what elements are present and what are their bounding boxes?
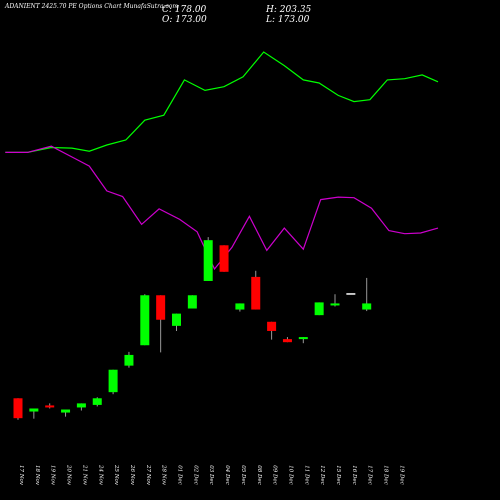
x-tick-label: 11 Dec bbox=[303, 465, 309, 485]
candle-body bbox=[13, 398, 23, 419]
candle bbox=[140, 294, 150, 346]
candle bbox=[251, 270, 261, 310]
candle-body bbox=[92, 398, 102, 405]
x-tick-label: 19 Dec bbox=[398, 465, 404, 485]
x-tick-label: 21 Nov bbox=[81, 464, 87, 486]
x-tick-label: 03 Dec bbox=[208, 465, 214, 485]
close-value: C: 178.00 bbox=[162, 5, 207, 15]
candle-body bbox=[235, 303, 245, 310]
candle-body bbox=[156, 295, 166, 320]
x-tick-label: 25 Nov bbox=[113, 464, 119, 486]
x-tick-label: 18 Dec bbox=[383, 465, 389, 485]
candle bbox=[156, 295, 166, 353]
x-tick-label: 05 Dec bbox=[240, 465, 246, 485]
candle bbox=[108, 369, 118, 395]
candle bbox=[92, 397, 102, 407]
candle bbox=[330, 294, 340, 307]
high-value: H: 203.35 bbox=[266, 5, 312, 15]
low-value: L: 173.00 bbox=[266, 15, 310, 25]
candle-body bbox=[124, 354, 134, 366]
candlesticks bbox=[13, 237, 372, 420]
candle bbox=[45, 403, 55, 409]
x-tick-label: 15 Dec bbox=[335, 465, 341, 485]
x-tick-label: 10 Dec bbox=[287, 465, 293, 485]
candle bbox=[61, 409, 71, 417]
candle-body bbox=[251, 276, 261, 310]
x-tick-label: 17 Dec bbox=[367, 465, 373, 485]
x-tick-label: 17 Nov bbox=[18, 465, 24, 486]
candle-body bbox=[203, 240, 213, 281]
candle bbox=[314, 302, 324, 316]
candle-body bbox=[29, 408, 39, 412]
chart-title: ADANIENT 2425.70 PE Options Chart Munafa… bbox=[5, 3, 179, 10]
candle-body bbox=[267, 321, 277, 331]
x-tick-label: 26 Nov bbox=[129, 464, 135, 486]
x-tick-label: 04 Dec bbox=[224, 465, 230, 485]
candle bbox=[298, 337, 308, 344]
x-tick-label: 27 Nov bbox=[145, 464, 151, 486]
candle bbox=[124, 351, 134, 368]
x-tick-label: 09 Dec bbox=[272, 465, 278, 485]
candle-body bbox=[346, 293, 356, 295]
candle bbox=[76, 403, 86, 411]
candle-body bbox=[61, 409, 71, 413]
x-tick-label: 28 Nov bbox=[161, 464, 167, 486]
candle bbox=[362, 277, 372, 312]
candle-body bbox=[140, 295, 150, 346]
candle-body bbox=[187, 295, 197, 309]
x-tick-label: 12 Dec bbox=[319, 465, 325, 485]
candle bbox=[29, 408, 39, 419]
x-tick-label: 01 Dec bbox=[177, 465, 183, 485]
candle bbox=[172, 313, 181, 331]
candle-body bbox=[219, 245, 229, 272]
x-tick-label: 08 Dec bbox=[256, 465, 262, 485]
indicator-lines bbox=[5, 51, 439, 271]
x-tick-label: 02 Dec bbox=[192, 465, 198, 485]
candle-body bbox=[298, 337, 308, 340]
candle-body bbox=[330, 303, 340, 306]
x-tick-label: 24 Nov bbox=[97, 464, 103, 486]
candle-body bbox=[362, 303, 372, 310]
candle-body bbox=[282, 339, 292, 343]
candle bbox=[346, 293, 356, 295]
x-tick-label: 16 Dec bbox=[351, 465, 357, 485]
candle bbox=[219, 245, 229, 272]
candle bbox=[13, 398, 23, 420]
indicator-line-2 bbox=[5, 145, 439, 271]
candle bbox=[282, 337, 292, 343]
candle bbox=[235, 303, 245, 312]
candle-body bbox=[172, 313, 181, 326]
indicator-line-1 bbox=[5, 51, 439, 153]
candle bbox=[267, 321, 277, 340]
x-tick-label: 19 Nov bbox=[50, 465, 56, 486]
x-axis-ticks: 17 Nov 18 Nov 19 Nov 20 Nov 21 Nov 24 Nov 25 N… bbox=[18, 464, 404, 486]
x-tick-label: 20 Nov bbox=[66, 464, 72, 486]
candle-body bbox=[76, 403, 86, 408]
candle-body bbox=[314, 302, 324, 316]
candle-body bbox=[45, 405, 55, 408]
open-value: O: 173.00 bbox=[162, 15, 207, 25]
x-tick-label: 18 Nov bbox=[34, 465, 40, 486]
candle-body bbox=[108, 369, 118, 393]
candle bbox=[187, 295, 197, 309]
candle bbox=[203, 237, 213, 281]
